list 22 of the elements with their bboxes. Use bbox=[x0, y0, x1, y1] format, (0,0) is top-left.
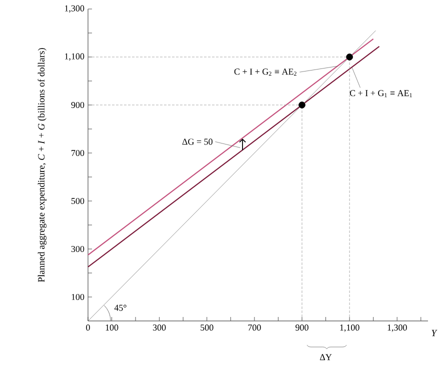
text: ΔY bbox=[320, 354, 332, 360]
annotation: C + I + G$_{2}$ ≡ AE$_{2}$ bbox=[234, 68, 296, 76]
x-tick-label: 300 bbox=[153, 324, 166, 331]
annotation: ΔG = 50 bbox=[182, 138, 212, 145]
x-tick-label: 500 bbox=[200, 324, 214, 331]
y-tick-label: 100 bbox=[72, 294, 84, 300]
x-tick-label: 1,100 bbox=[340, 324, 360, 332]
x-axis-title: Y bbox=[432, 330, 438, 336]
y-tick-label: 1,100 bbox=[65, 53, 84, 61]
y-tick-label: 300 bbox=[71, 246, 84, 252]
y-tick-label: 700 bbox=[72, 150, 84, 156]
annotation: C + I + G$_{1}$ ≡ AE$_{1}$ bbox=[350, 90, 412, 98]
y-tick-label: 1,300 bbox=[65, 5, 84, 13]
x-tick-label: 700 bbox=[248, 324, 261, 331]
x-tick-label: 900 bbox=[296, 324, 308, 331]
annotation: 45° bbox=[114, 304, 126, 311]
y-tick-label: 900 bbox=[71, 102, 84, 108]
y-tick-label: 500 bbox=[71, 198, 84, 204]
x-tick-label: 100 bbox=[106, 324, 118, 331]
x-tick-label: 0 bbox=[86, 324, 90, 331]
y-axis-title: Planned aggregate expenditure, C + I + G (billions of dollars) bbox=[38, 48, 46, 282]
x-tick-label: 1,300 bbox=[388, 324, 407, 332]
